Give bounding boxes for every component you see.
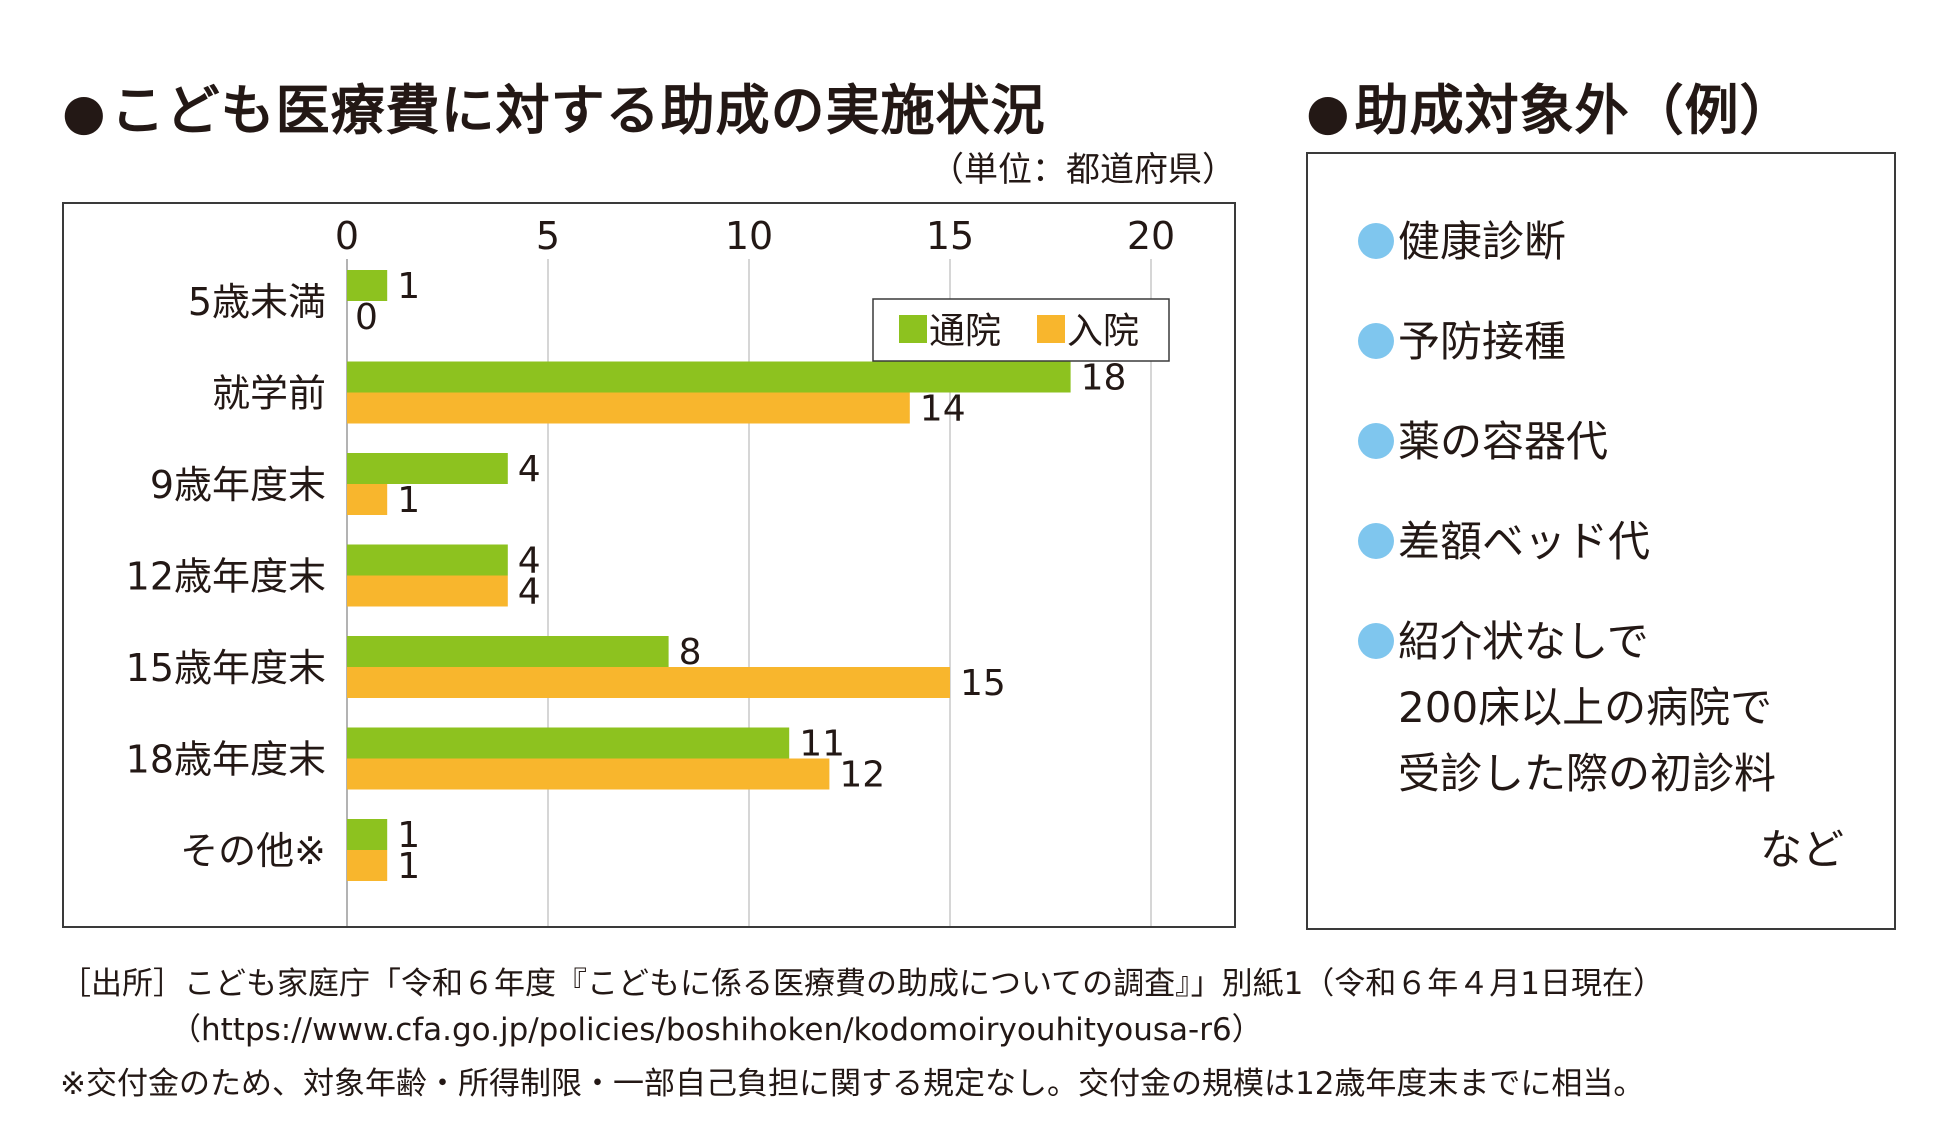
data-label: 14 xyxy=(920,389,966,430)
data-label: 11 xyxy=(799,724,845,765)
x-tick-label: 5 xyxy=(536,214,560,258)
category-label: 18歳年度末 xyxy=(126,738,326,782)
bar-outpatient xyxy=(347,636,669,667)
bar-inpatient xyxy=(347,392,910,424)
exclusion-item: 薬の容器代 xyxy=(1358,409,1608,475)
data-label: 4 xyxy=(518,449,541,490)
exclusion-item: 差額ベッド代 xyxy=(1358,509,1650,575)
bar-outpatient xyxy=(347,361,1071,393)
category-label: 9歳年度末 xyxy=(150,463,326,507)
chart-frame: 0 5 10 15 20 5歳未満 1 0 就学前 18 14 9歳年度末 4 1 12歳年度末 4 4 15歳年… xyxy=(62,202,1236,928)
heading-bullet: ● xyxy=(62,83,107,141)
data-label: 1 xyxy=(397,846,420,887)
bar-outpatient xyxy=(347,727,790,759)
data-label: 18 xyxy=(1081,358,1127,399)
x-tick-label: 0 xyxy=(335,214,359,258)
chart-heading: ●こども医療費に対する助成の実施状況 xyxy=(62,66,1046,145)
circle-bullet-icon xyxy=(1358,222,1394,259)
bar-outpatient xyxy=(347,544,508,576)
chart-heading-text: こども医療費に対する助成の実施状況 xyxy=(110,79,1046,142)
exclusions-panel: 健康診断予防接種薬の容器代差額ベッド代 紹介状なしで 200床以上の病院で 受診した際… xyxy=(1306,152,1896,930)
data-label: 1 xyxy=(397,266,420,307)
exclusion-item: 紹介状なしで 200床以上の病院で 受診した際の初診料 xyxy=(1358,609,1776,807)
category-label: その他※ xyxy=(180,829,326,873)
exclusions-suffix: など xyxy=(1759,825,1844,874)
exclusion-item-text: 差額ベッド代 xyxy=(1398,517,1651,566)
exclusion-item-text: 受診した際の初診料 xyxy=(1398,749,1777,798)
circle-bullet-icon xyxy=(1358,622,1394,659)
category-label: 12歳年度末 xyxy=(126,555,326,599)
footnote: ※交付金のため、対象年齢・所得制限・一部自己負担に関する規定なし。交付金の規模は… xyxy=(60,1066,1645,1102)
bar-inpatient xyxy=(347,758,830,790)
data-label: 15 xyxy=(960,663,1006,704)
legend-label: 通院 xyxy=(929,311,1001,352)
legend-swatch xyxy=(899,315,927,343)
circle-bullet-icon xyxy=(1358,522,1394,559)
x-tick-label: 20 xyxy=(1127,214,1175,258)
category-label: 就学前 xyxy=(212,372,326,416)
data-label: 4 xyxy=(518,541,541,582)
circle-bullet-icon xyxy=(1358,322,1394,359)
x-tick-label: 10 xyxy=(725,214,773,258)
unit-note: （単位：都道府県） xyxy=(930,150,1236,190)
source-line: ［出所］こども家庭庁「令和６年度『こどもに係る医療費の助成についての調査』」別紙… xyxy=(60,966,1665,1002)
heading-bullet: ● xyxy=(1306,83,1351,141)
data-label: 1 xyxy=(397,815,420,856)
data-label: 12 xyxy=(839,755,885,796)
exclusion-item-text: 紹介状なしで xyxy=(1398,617,1649,666)
exclusion-item-text: 健康診断 xyxy=(1398,217,1567,266)
bar-outpatient xyxy=(347,819,388,850)
bar-inpatient xyxy=(347,850,388,881)
exclusion-item: 予防接種 xyxy=(1358,309,1566,375)
bar-inpatient xyxy=(347,484,388,515)
source-url: （https://www.cfa.go.jp/policies/boshihok… xyxy=(170,1012,1263,1048)
exclusion-item-text: 薬の容器代 xyxy=(1398,417,1609,466)
category-label: 5歳未満 xyxy=(188,280,326,324)
data-label: 0 xyxy=(355,297,378,338)
category-label: 15歳年度末 xyxy=(126,646,326,690)
x-tick-label: 15 xyxy=(926,214,974,258)
data-label: 1 xyxy=(397,480,420,521)
bar-outpatient xyxy=(347,453,508,484)
side-heading: ●助成対象外（例） xyxy=(1306,66,1795,145)
bar-inpatient xyxy=(347,667,950,698)
data-label: 4 xyxy=(518,572,541,613)
data-label: 8 xyxy=(679,632,702,673)
legend-swatch xyxy=(1037,315,1065,343)
side-heading-text: 助成対象外（例） xyxy=(1354,79,1795,142)
legend-label: 入院 xyxy=(1067,311,1139,352)
circle-bullet-icon xyxy=(1358,422,1394,459)
bar-inpatient xyxy=(347,575,508,607)
exclusion-item: 健康診断 xyxy=(1358,209,1566,275)
exclusion-item-text: 200床以上の病院で xyxy=(1398,683,1773,732)
exclusion-item-text: 予防接種 xyxy=(1398,317,1567,366)
bar-outpatient xyxy=(347,270,388,301)
